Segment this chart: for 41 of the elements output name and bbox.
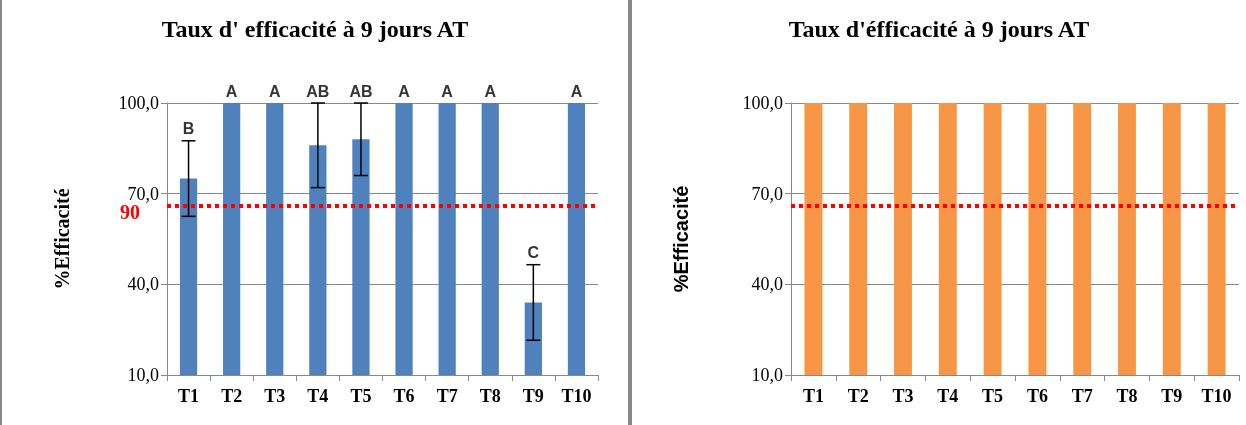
y-tick-label: 10,0 (751, 365, 783, 385)
y-tick-label: 100,0 (742, 93, 783, 113)
annotation: A (441, 82, 454, 100)
annotation: AB (306, 82, 330, 100)
x-tick-label: T1 (802, 386, 824, 406)
y-tick-label: 40,0 (127, 274, 159, 295)
annotation: A (268, 82, 281, 100)
chart-title: Taux d'éfficacité à 9 jours AT (788, 16, 1090, 42)
x-tick-label: T8 (479, 386, 501, 406)
annotation: A (484, 82, 497, 100)
chart-title: Taux d' efficacité à 9 jours AT (161, 16, 469, 42)
x-tick-label: T6 (1026, 386, 1048, 406)
annotation: A (570, 82, 583, 100)
annotation: AB (349, 82, 373, 100)
annotation: A (398, 82, 411, 100)
y-axis-title: %Efficacité (670, 185, 692, 293)
y-tick-label: 10,0 (127, 365, 159, 385)
x-tick-label: T3 (264, 386, 286, 406)
x-tick-label: T6 (393, 386, 415, 406)
x-tick-label: T8 (1116, 386, 1138, 406)
annotation: C (527, 244, 540, 262)
x-tick-label: T9 (522, 386, 544, 406)
x-tick-label: T1 (178, 386, 200, 406)
x-tick-label: T10 (1201, 386, 1232, 406)
x-tick-label: T7 (436, 386, 458, 406)
x-tick-label: T5 (350, 386, 372, 406)
annotation: A (225, 82, 238, 100)
x-tick-label: T9 (1161, 386, 1183, 406)
y-tick-label: 70,0 (751, 183, 783, 204)
x-tick-label: T4 (307, 386, 329, 406)
x-tick-label: T10 (561, 386, 592, 406)
x-tick-label: T3 (892, 386, 914, 406)
y-axis-title: %Efficacité (51, 188, 73, 290)
x-tick-label: T5 (982, 386, 1004, 406)
y-tick-label: 100,0 (118, 93, 159, 113)
x-tick-label: T4 (937, 386, 959, 406)
y-tick-label: 40,0 (751, 274, 783, 295)
annotation: B (182, 120, 195, 138)
x-tick-label: T7 (1071, 386, 1093, 406)
x-tick-label: T2 (847, 386, 869, 406)
x-tick-label: T2 (221, 386, 243, 406)
